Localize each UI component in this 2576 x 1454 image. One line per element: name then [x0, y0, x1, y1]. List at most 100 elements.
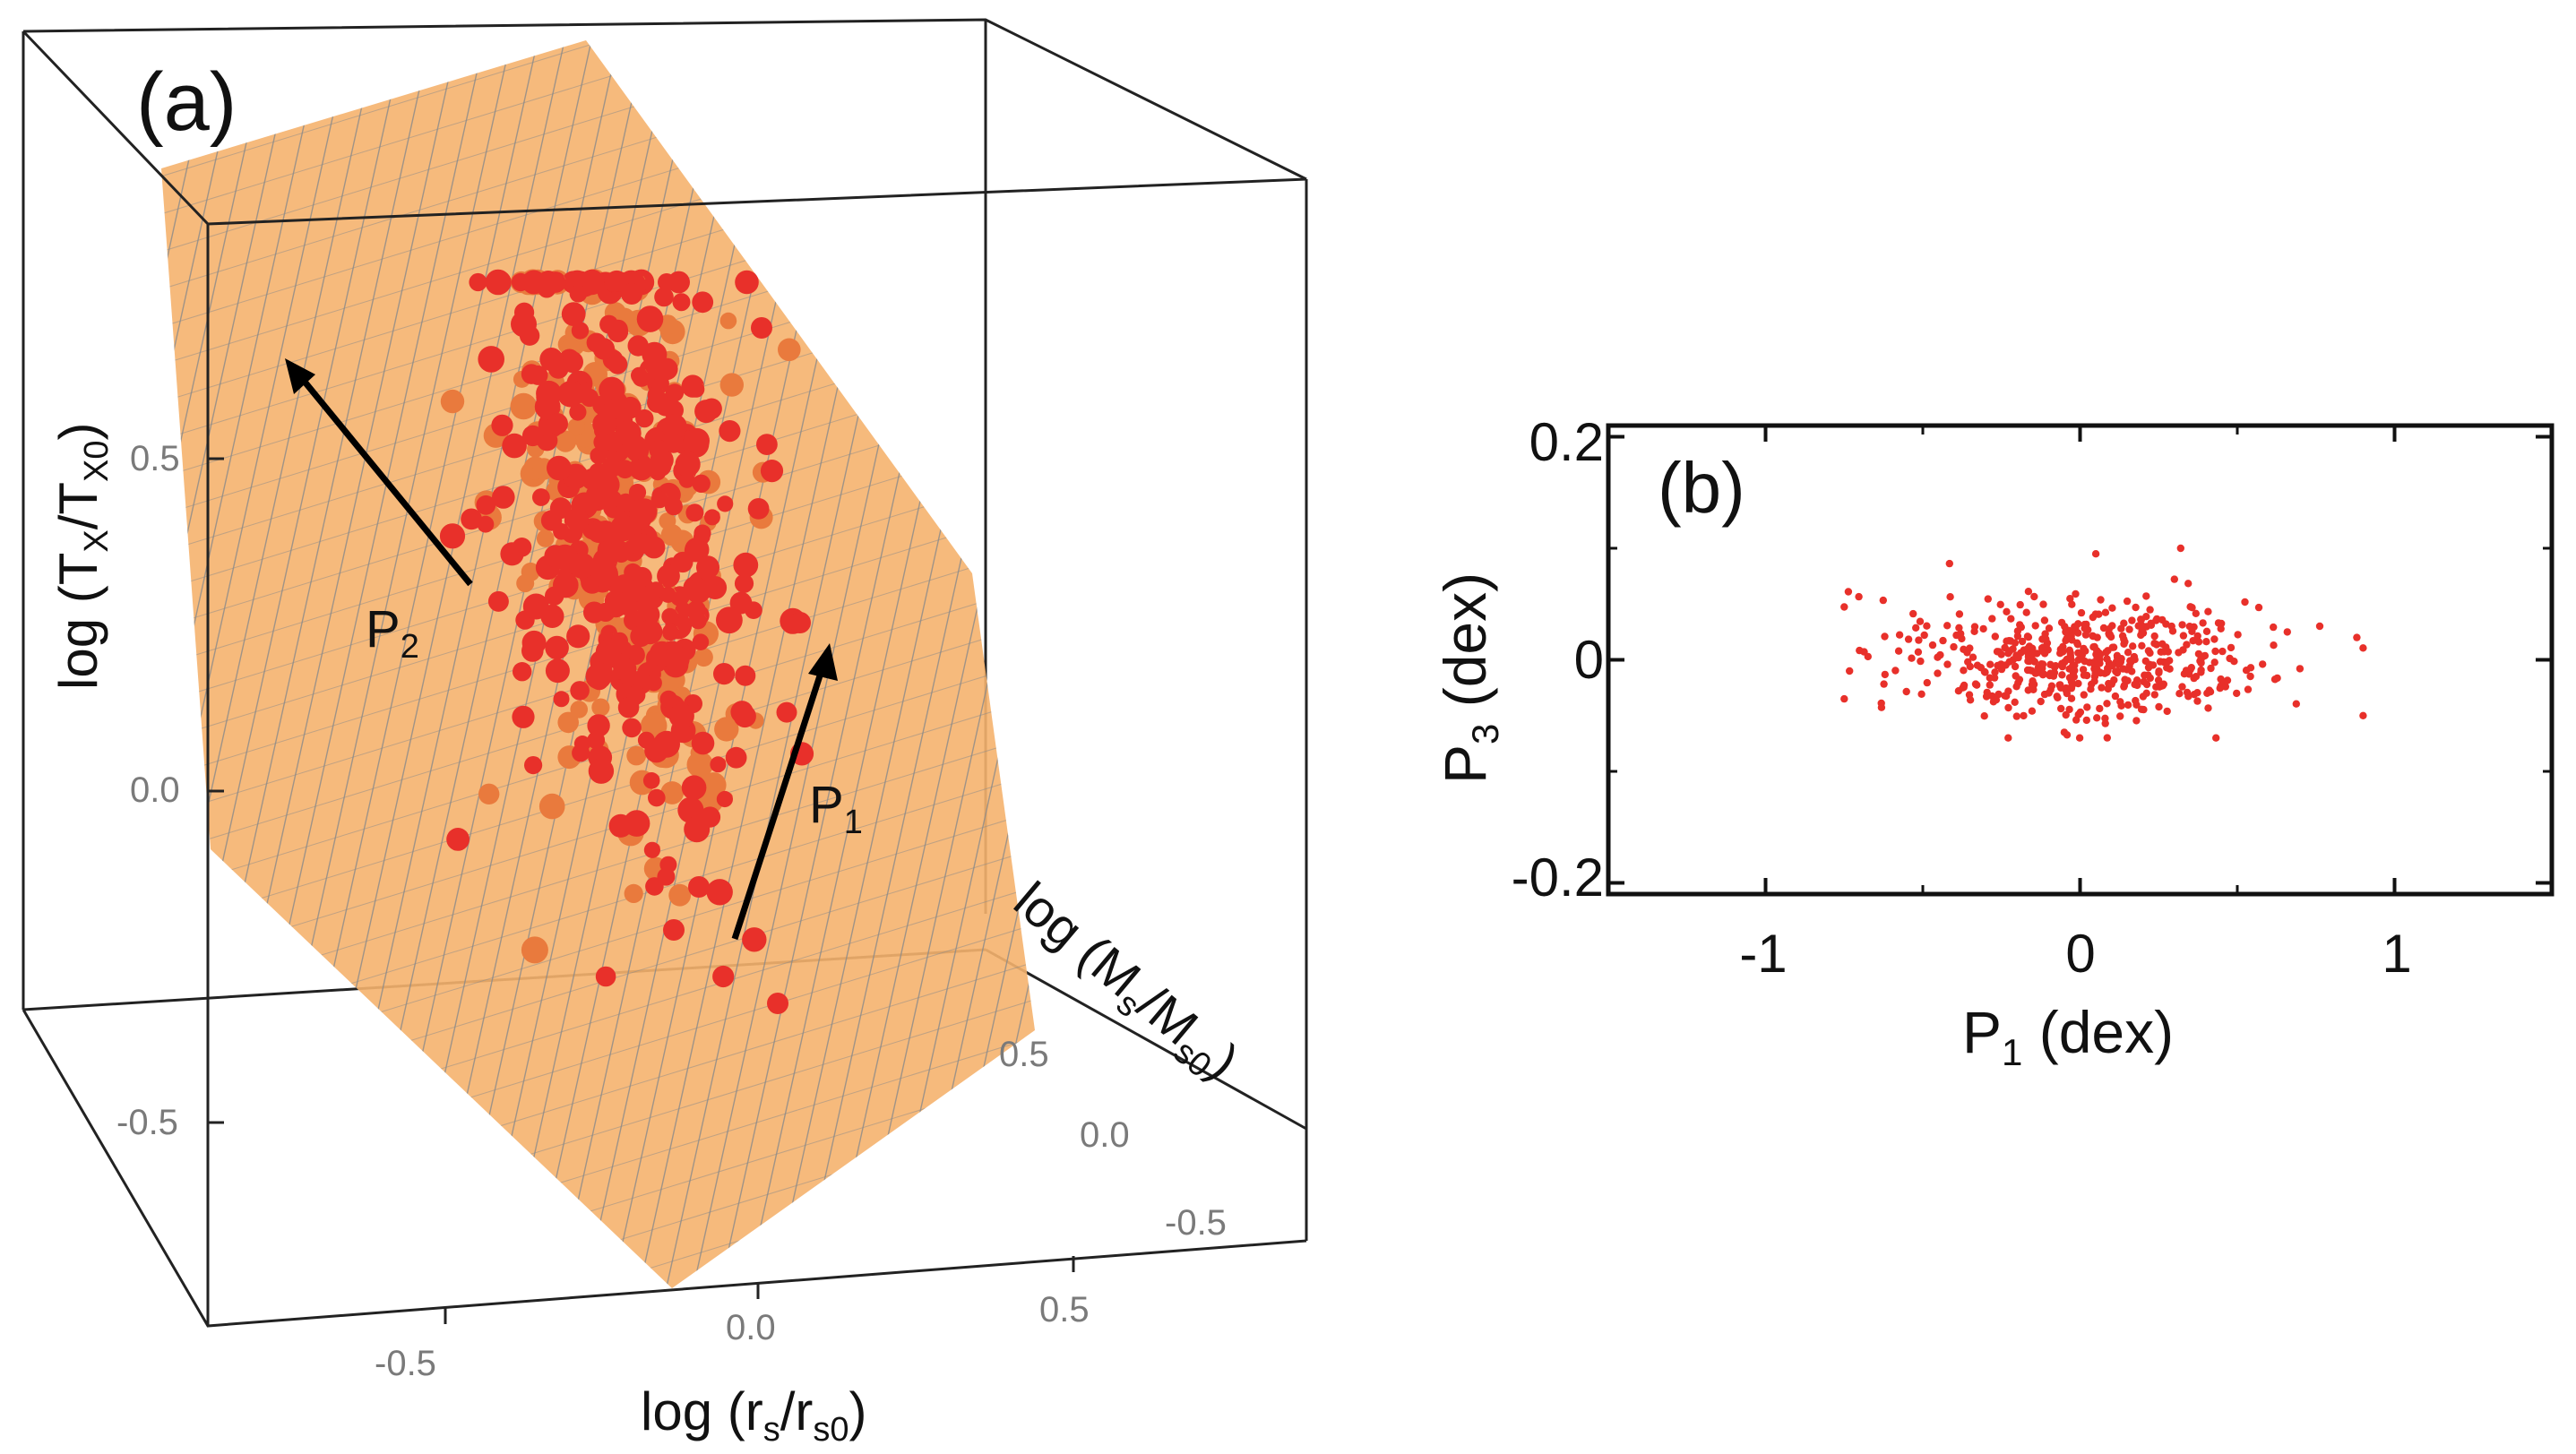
data-point	[2241, 598, 2249, 607]
data-point	[2190, 691, 2199, 699]
y-tick--0.5: -0.5	[1165, 1203, 1227, 1243]
data-point	[2139, 629, 2148, 637]
data-point	[2013, 632, 2022, 641]
data-point	[2067, 694, 2076, 702]
data-point-3d	[776, 701, 797, 723]
data-point-3d	[660, 524, 683, 546]
data-point-3d	[661, 414, 687, 440]
data-point	[2040, 690, 2049, 699]
data-point	[2005, 637, 2013, 645]
data-point-3d	[583, 601, 606, 624]
data-point	[2057, 704, 2065, 713]
arrow-p1-label: P1	[809, 776, 863, 841]
data-point-3d	[689, 612, 707, 630]
z-tick--0.5: -0.5	[116, 1103, 178, 1142]
data-point-3d	[661, 607, 678, 625]
data-point	[2071, 661, 2079, 669]
data-point	[1984, 595, 1992, 603]
data-point-3d	[717, 495, 734, 512]
data-point	[2057, 618, 2066, 627]
mesh-line	[161, 40, 252, 1288]
data-point	[2023, 666, 2032, 675]
data-point	[2246, 672, 2254, 681]
data-point	[2094, 658, 2102, 667]
data-point-3d	[461, 508, 482, 530]
data-point	[2150, 632, 2158, 641]
data-point	[2194, 638, 2203, 646]
data-point	[2009, 645, 2017, 653]
data-point-3d	[733, 552, 759, 578]
principal-axes-arrows	[285, 358, 838, 941]
data-point-3d	[665, 383, 685, 402]
data-point	[2150, 640, 2158, 648]
data-point-3d	[557, 381, 584, 408]
data-point-3d	[477, 515, 495, 533]
data-point-3d	[691, 731, 715, 755]
data-point-3d	[547, 358, 569, 379]
panel-b-scatter: (b) 0.2 0 -0.2 -1 0 1 P1 (dex) P3 (dex)	[1432, 412, 2554, 1073]
data-point	[2001, 643, 2009, 652]
data-point	[2072, 589, 2080, 598]
data-point	[2096, 704, 2104, 713]
data-point-3d	[521, 936, 548, 964]
data-point	[2023, 632, 2032, 641]
data-point	[2183, 641, 2191, 649]
mesh-line	[1030, 40, 1035, 1288]
data-point-3d	[446, 828, 470, 851]
data-point	[1908, 654, 1916, 662]
mesh-line	[161, 264, 1035, 678]
data-point-3d	[440, 389, 465, 414]
data-point-3d	[571, 322, 590, 340]
data-point-3d	[719, 312, 737, 330]
data-point	[1966, 644, 1974, 652]
data-points-2d	[1840, 544, 2367, 742]
data-point-3d	[663, 919, 685, 941]
data-point-3d	[631, 366, 648, 384]
data-point	[2007, 615, 2015, 623]
data-point	[2069, 668, 2078, 677]
data-point	[1979, 624, 1987, 633]
data-point	[2212, 734, 2220, 742]
data-point-3d	[553, 523, 570, 540]
data-point-3d	[547, 413, 568, 434]
data-point	[2067, 684, 2076, 693]
data-point	[2197, 666, 2205, 675]
data-point	[1950, 642, 1958, 651]
data-point-3d	[692, 633, 710, 650]
x-tick-0.5: 0.5	[1039, 1290, 1090, 1329]
data-point	[2108, 661, 2116, 670]
data-point	[2193, 632, 2201, 641]
data-point-3d	[668, 702, 694, 729]
data-point-3d	[684, 540, 707, 563]
data-point	[2093, 647, 2101, 655]
data-point	[2210, 658, 2218, 667]
data-point	[2283, 628, 2291, 636]
data-point	[1970, 623, 1979, 631]
data-point	[1955, 624, 1963, 632]
data-point-3d	[570, 701, 588, 718]
data-point	[1946, 593, 1954, 601]
data-point	[2179, 632, 2188, 640]
data-point	[2104, 647, 2112, 655]
data-point-3d	[592, 411, 617, 437]
data-point	[1916, 617, 1925, 625]
data-point-3d	[662, 624, 679, 641]
data-point	[2170, 575, 2178, 583]
data-point-3d	[687, 381, 705, 398]
data-point	[2207, 664, 2215, 673]
data-point	[1955, 610, 1964, 618]
data-point	[2270, 641, 2278, 650]
data-point-3d	[604, 272, 624, 292]
data-point-3d	[511, 311, 537, 338]
panel-label-a: (a)	[136, 56, 237, 148]
data-point	[2090, 677, 2098, 685]
y-tick-0.2: 0.2	[1529, 412, 1604, 472]
data-point-3d	[570, 681, 590, 701]
data-point-3d	[685, 578, 711, 604]
data-point-3d	[521, 364, 542, 384]
data-point-3d	[476, 495, 496, 515]
mesh-line	[814, 40, 1035, 1288]
data-point-3d	[648, 788, 666, 807]
data-point	[2034, 664, 2042, 672]
data-point	[2259, 660, 2267, 668]
